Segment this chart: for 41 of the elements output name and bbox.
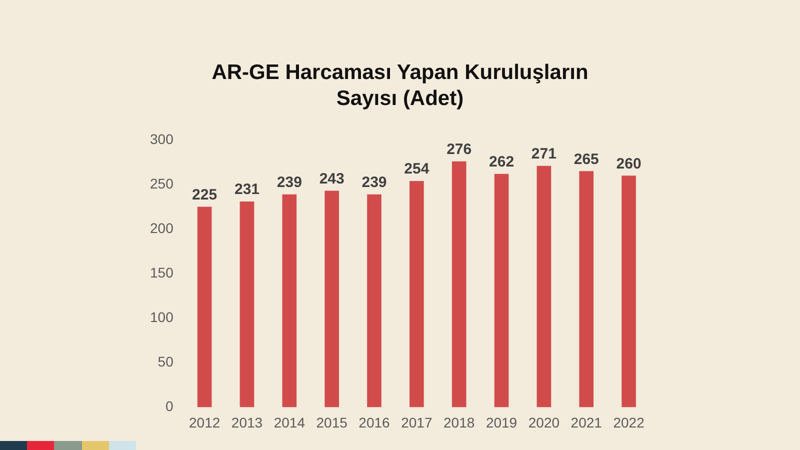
x-tick-label: 2021 [570, 414, 602, 430]
data-label: 271 [531, 145, 556, 162]
data-label: 265 [574, 150, 599, 168]
bar [536, 166, 552, 408]
data-label: 260 [616, 155, 642, 172]
x-tick-label: 2014 [274, 414, 306, 430]
data-label: 276 [446, 141, 472, 158]
chart-title: AR-GE Harcaması Yapan Kuruluşların Sayısı (Adet) [210, 60, 590, 112]
bar [282, 194, 297, 408]
data-label: 231 [234, 181, 260, 198]
y-tick-label: 250 [150, 175, 174, 192]
y-tick-label: 0 [166, 398, 174, 414]
y-tick-label: 100 [150, 308, 174, 325]
y-tick-label: 200 [150, 220, 174, 236]
x-tick-label: 2016 [358, 414, 390, 430]
bar [367, 194, 382, 408]
bar [240, 201, 254, 408]
bar [324, 190, 339, 408]
x-tick-label: 2013 [231, 414, 263, 430]
x-tick-label: 2020 [528, 414, 560, 430]
y-tick-label: 50 [158, 354, 174, 370]
bar [494, 174, 509, 408]
data-label: 254 [404, 160, 430, 178]
bar [622, 176, 636, 408]
data-label: 243 [319, 170, 344, 188]
x-tick-label: 2018 [444, 414, 475, 430]
bar [579, 171, 594, 408]
bar [197, 206, 212, 408]
data-label: 239 [276, 174, 302, 191]
x-tick-label: 2022 [613, 414, 645, 430]
x-tick-label: 2012 [188, 414, 220, 430]
data-label: 225 [192, 186, 218, 204]
bar [452, 161, 466, 408]
y-tick-label: 150 [150, 264, 174, 280]
x-tick-label: 2019 [486, 414, 518, 430]
bar [410, 180, 424, 408]
x-tick-label: 2015 [316, 414, 348, 430]
y-tick-label: 300 [150, 130, 174, 147]
data-label: 262 [489, 153, 514, 170]
x-tick-label: 2017 [401, 414, 432, 430]
data-label: 239 [362, 174, 387, 191]
